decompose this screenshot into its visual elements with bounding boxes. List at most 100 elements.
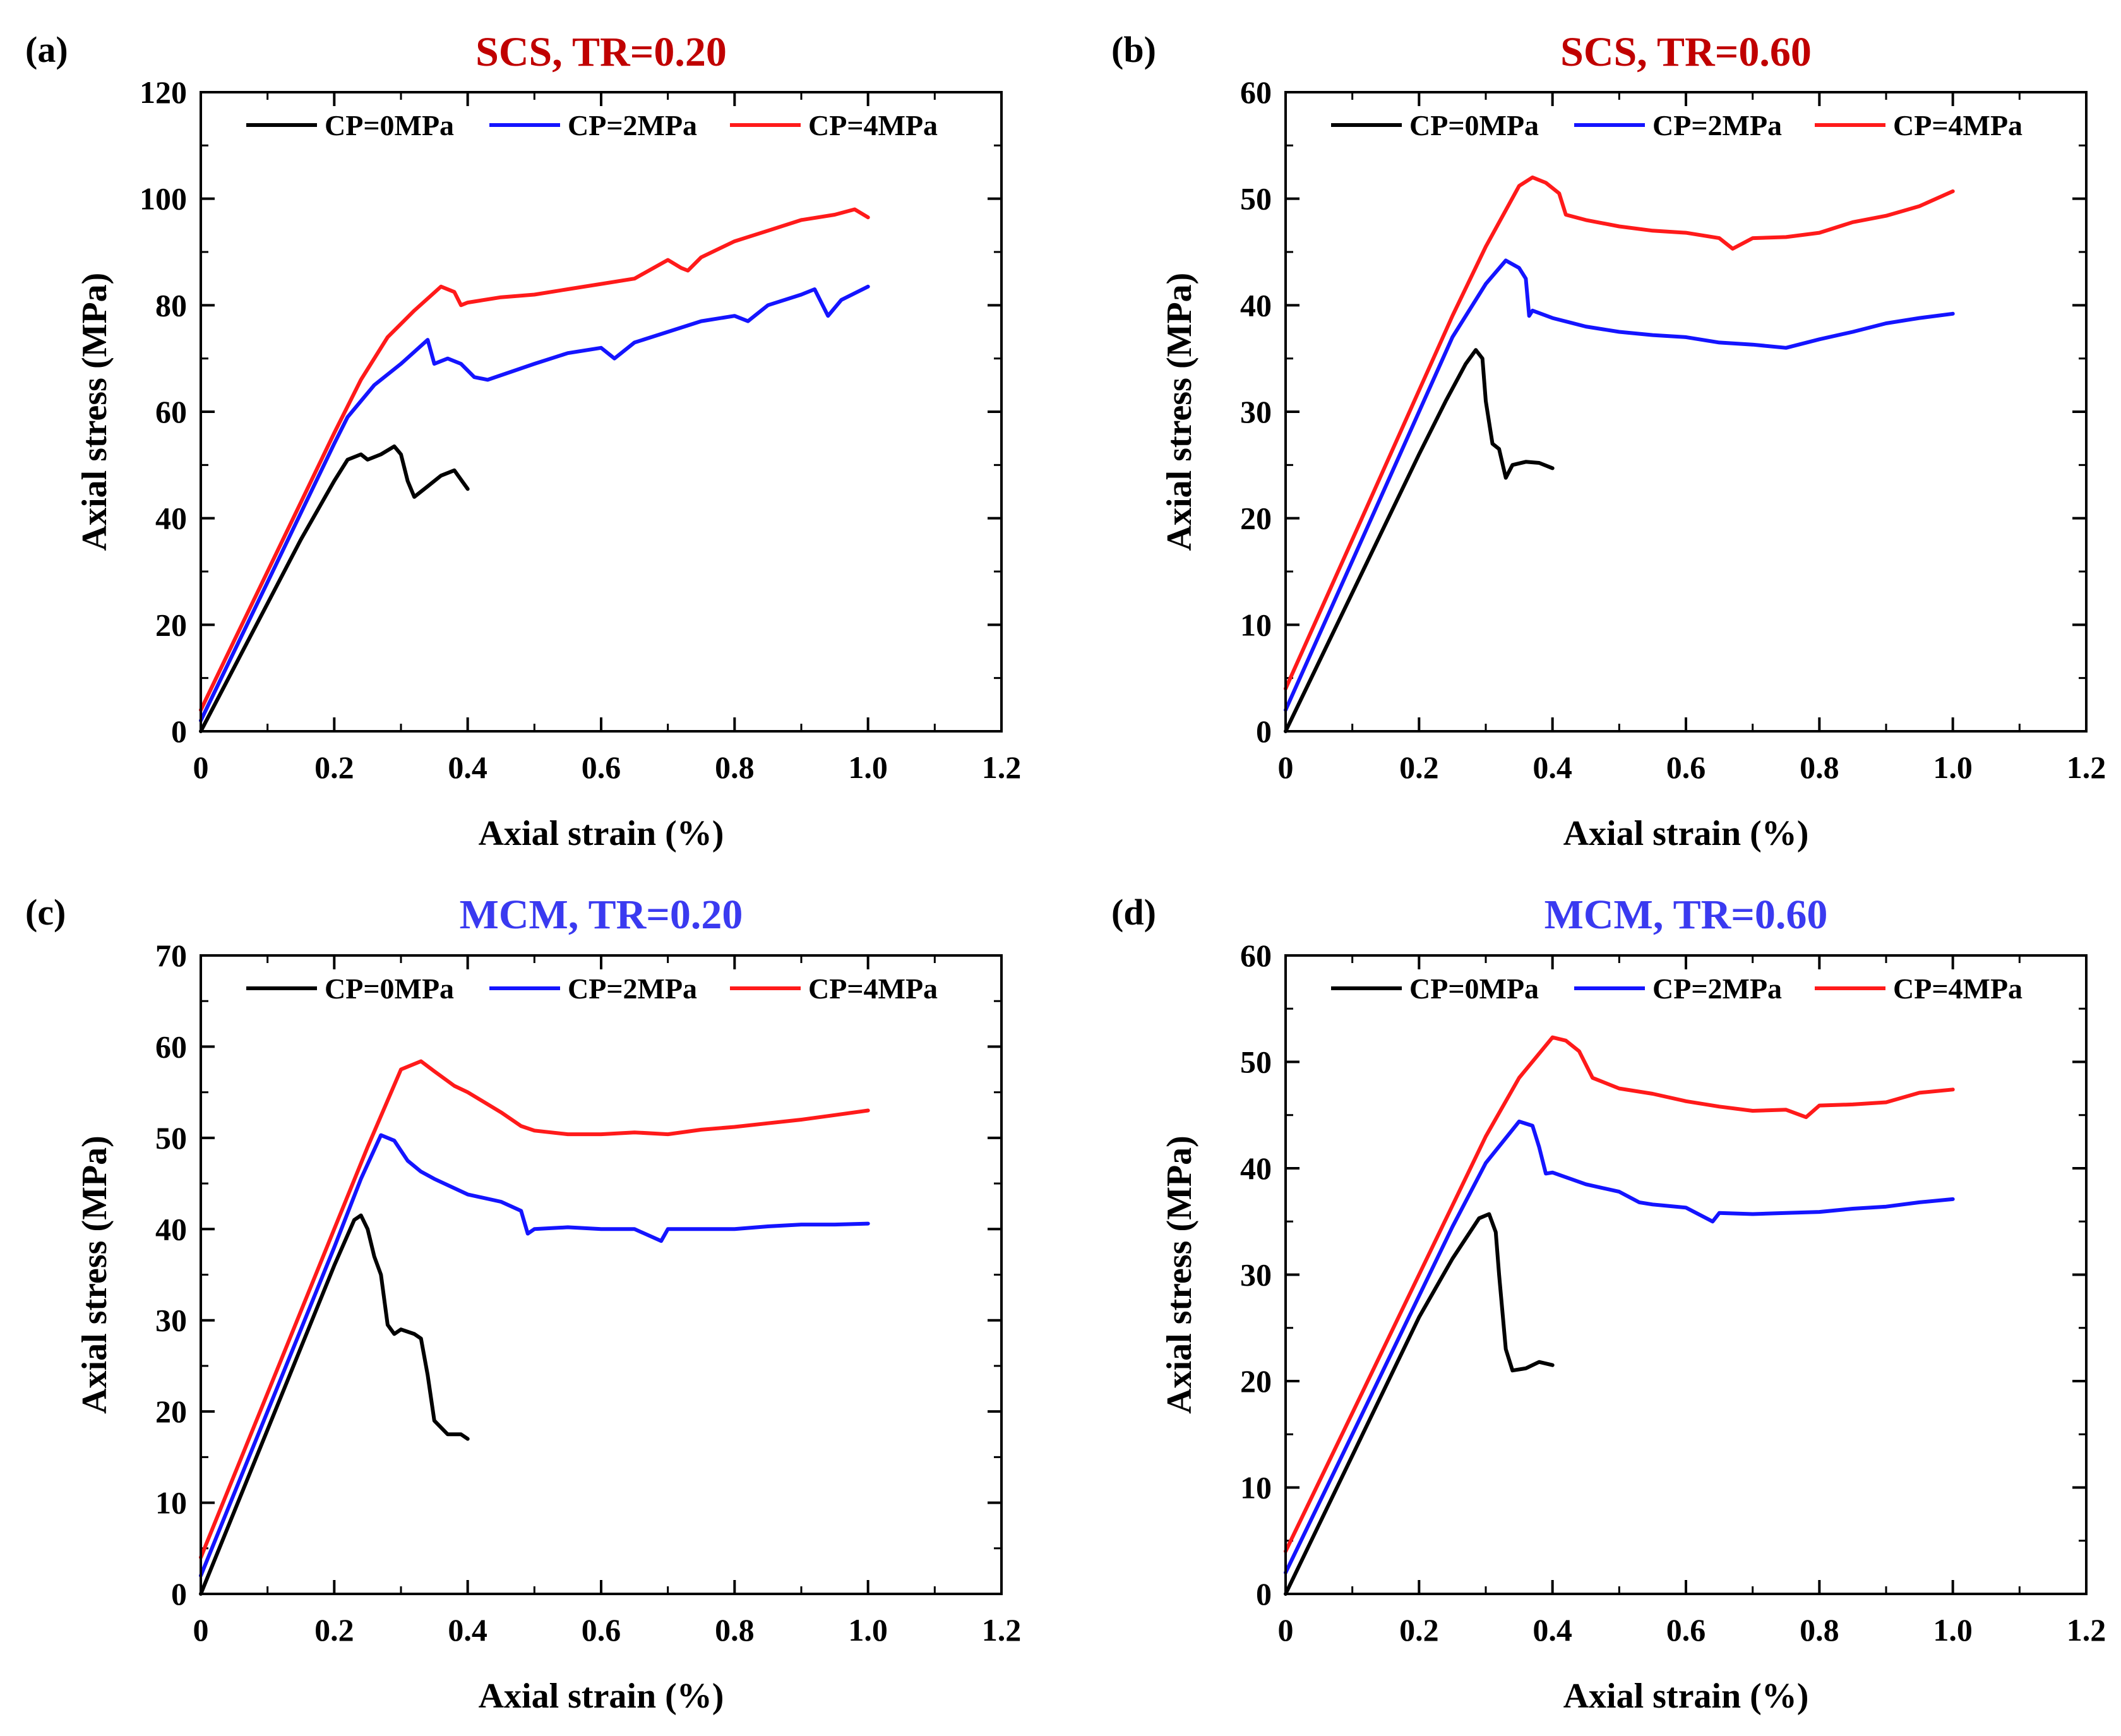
series-line-cp-2mpa — [1284, 1119, 1955, 1575]
series-line-cp-0mpa — [1284, 348, 1555, 733]
series-line-cp-0mpa — [1284, 1212, 1555, 1596]
x-tick-label: 1.0 — [848, 750, 888, 785]
x-tick-label: 0.4 — [448, 750, 487, 785]
x-tick-label: 0 — [1278, 750, 1294, 785]
y-tick-label: 10 — [1240, 607, 1272, 642]
legend-label: CP=4MPa — [1893, 109, 2022, 141]
y-tick-label: 0 — [171, 714, 187, 749]
x-axis-label: Axial strain (%) — [1563, 1677, 1809, 1716]
x-tick-label: 1.0 — [1933, 750, 1973, 785]
series-line-cp-0mpa — [199, 444, 470, 733]
series-line-cp-2mpa — [199, 1133, 870, 1578]
chart-panel-a: (a) SCS, TR=0.20 0 0.2 0.4 0.6 0.8 1.0 1.2 0 20 40 6… — [25, 29, 1021, 853]
x-tick-label: 1.0 — [848, 1612, 888, 1648]
y-axis-label: Axial stress (MPa) — [1160, 273, 1199, 551]
panel-label: (c) — [25, 892, 66, 933]
y-tick-label: 30 — [1240, 394, 1272, 429]
y-tick-label: 120 — [140, 75, 187, 110]
series-line-cp-4mpa — [1284, 1035, 1955, 1553]
plot-frame — [200, 91, 1003, 733]
y-tick-label: 40 — [155, 1211, 187, 1247]
x-tick-label: 0.8 — [1800, 1612, 1839, 1648]
y-tick-label: 60 — [155, 394, 187, 429]
chart-panel-b: (b) SCS, TR=0.60 0 0.2 0.4 0.6 0.8 1.0 1.2 0 10 20 3… — [1111, 29, 2106, 853]
y-tick-label: 30 — [155, 1303, 187, 1338]
plot-frame — [200, 954, 1003, 1595]
legend-label: CP=0MPa — [325, 109, 454, 141]
series-line-cp-4mpa — [1284, 175, 1955, 691]
x-tick-label: 1.2 — [982, 1612, 1022, 1648]
x-tick-label: 0.6 — [582, 1612, 621, 1648]
y-tick-label: 60 — [1240, 938, 1272, 973]
y-tick-label: 0 — [171, 1576, 187, 1612]
chart-title: SCS, TR=0.60 — [1560, 29, 1812, 75]
series-line-cp-0mpa — [199, 1213, 470, 1596]
plot-frame — [1284, 954, 2088, 1595]
x-tick-label: 1.2 — [982, 750, 1022, 785]
legend-label: CP=0MPa — [1409, 109, 1539, 141]
x-tick-label: 1.0 — [1933, 1612, 1973, 1648]
legend-label: CP=2MPa — [568, 109, 697, 141]
x-axis-label: Axial strain (%) — [479, 1677, 724, 1716]
y-tick-label: 20 — [155, 607, 187, 642]
legend-label: CP=0MPa — [1409, 973, 1539, 1005]
x-tick-label: 0.6 — [1666, 1612, 1706, 1648]
y-tick-label: 60 — [1240, 75, 1272, 110]
series-line-cp-4mpa — [199, 1059, 870, 1560]
plot-frame — [1284, 91, 2088, 733]
legend-label: CP=4MPa — [808, 109, 938, 141]
y-tick-label: 0 — [1256, 714, 1272, 749]
y-tick-label: 0 — [1256, 1576, 1272, 1612]
chart-panel-c: (c) MCM, TR=0.20 0 0.2 0.4 0.6 0.8 1.0 1.2 0 10 20 3… — [25, 892, 1021, 1716]
x-tick-label: 0.4 — [1532, 750, 1572, 785]
x-tick-label: 0.8 — [1800, 750, 1839, 785]
y-tick-label: 100 — [140, 181, 187, 217]
x-axis-label: Axial strain (%) — [479, 814, 724, 853]
y-axis-label: Axial stress (MPa) — [1160, 1135, 1199, 1414]
series-line-cp-2mpa — [199, 284, 870, 723]
x-axis-label: Axial strain (%) — [1563, 814, 1809, 853]
y-tick-label: 70 — [155, 938, 187, 973]
y-axis-label: Axial stress (MPa) — [75, 1135, 114, 1414]
legend-label: CP=2MPa — [1652, 973, 1782, 1005]
x-tick-label: 0.4 — [448, 1612, 487, 1648]
y-tick-label: 80 — [155, 287, 187, 323]
series-line-cp-4mpa — [199, 207, 870, 712]
y-tick-label: 50 — [1240, 181, 1272, 217]
y-tick-label: 60 — [155, 1029, 187, 1064]
y-tick-label: 10 — [155, 1485, 187, 1521]
chart-title: MCM, TR=0.20 — [460, 892, 743, 938]
y-tick-label: 40 — [1240, 1151, 1272, 1186]
panel-label: (a) — [25, 29, 68, 70]
x-tick-label: 0 — [1278, 1612, 1294, 1648]
legend-label: CP=2MPa — [568, 973, 697, 1005]
legend-label: CP=4MPa — [808, 973, 938, 1005]
x-tick-label: 0.2 — [1399, 1612, 1439, 1648]
y-tick-label: 10 — [1240, 1470, 1272, 1506]
panel-label: (b) — [1111, 29, 1156, 70]
x-tick-label: 0.8 — [715, 750, 755, 785]
x-tick-label: 0.2 — [314, 1612, 354, 1648]
panel-label: (d) — [1111, 892, 1156, 933]
y-tick-label: 20 — [1240, 501, 1272, 536]
x-tick-label: 1.2 — [2067, 750, 2106, 785]
legend-label: CP=0MPa — [325, 973, 454, 1005]
chart-title: SCS, TR=0.20 — [475, 29, 727, 75]
x-tick-label: 0 — [193, 1612, 209, 1648]
y-tick-label: 20 — [155, 1394, 187, 1429]
legend-label: CP=4MPa — [1893, 973, 2022, 1005]
x-tick-label: 0.2 — [1399, 750, 1439, 785]
x-tick-label: 0.6 — [1666, 750, 1706, 785]
chart-title: MCM, TR=0.60 — [1544, 892, 1828, 938]
y-tick-label: 20 — [1240, 1363, 1272, 1399]
x-tick-label: 0.4 — [1532, 1612, 1572, 1648]
x-tick-label: 0.6 — [582, 750, 621, 785]
chart-panel-d: (d) MCM, TR=0.60 0 0.2 0.4 0.6 0.8 1.0 1.2 0 10 20 3… — [1111, 892, 2106, 1716]
y-tick-label: 50 — [1240, 1045, 1272, 1080]
y-tick-label: 50 — [155, 1120, 187, 1156]
x-tick-label: 0.8 — [715, 1612, 755, 1648]
series-line-cp-2mpa — [1284, 258, 1955, 712]
legend-label: CP=2MPa — [1652, 109, 1782, 141]
y-tick-label: 40 — [1240, 287, 1272, 323]
